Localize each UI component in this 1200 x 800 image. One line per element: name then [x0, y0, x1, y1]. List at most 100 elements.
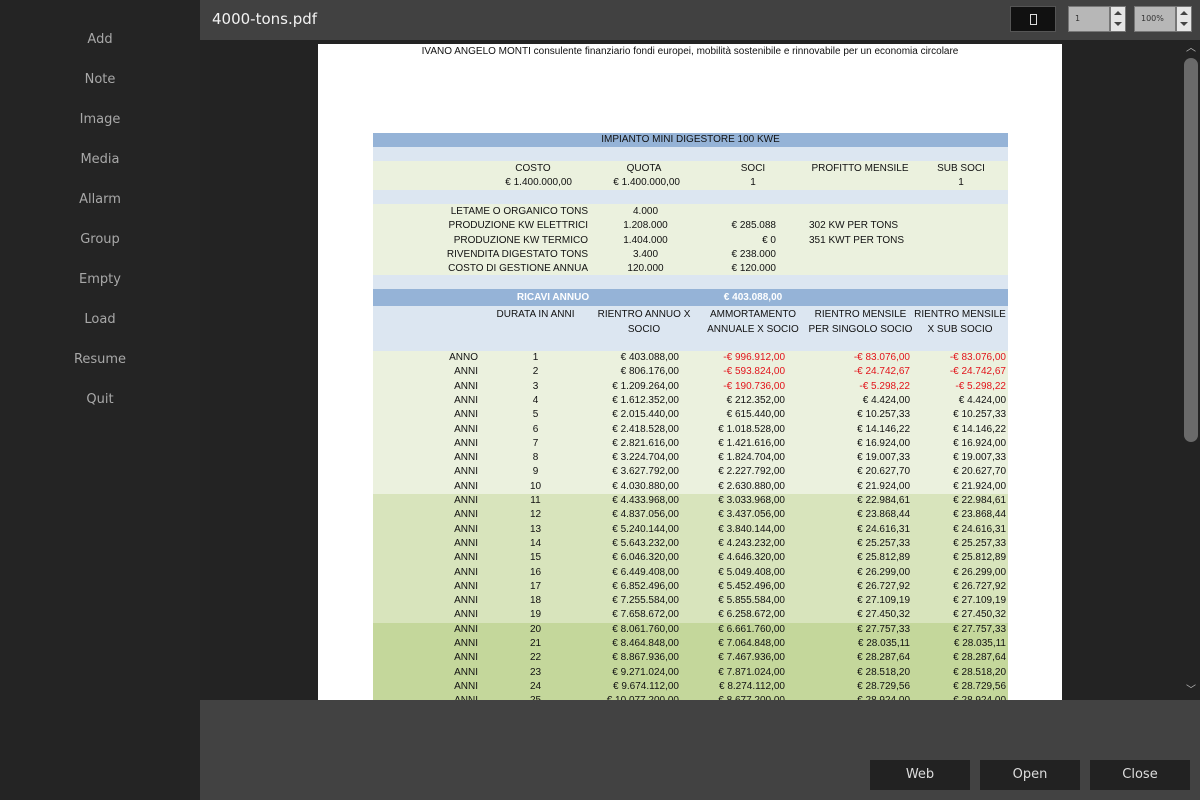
vertical-scrollbar[interactable]: ︿ ﹀: [1182, 40, 1200, 700]
row-ammortamento: € 7.064.848,00: [718, 638, 785, 649]
row-mensile: € 28.729,56: [857, 680, 910, 692]
row-ammortamento: € 7.871.024,00: [718, 666, 785, 678]
table-row: [373, 637, 1008, 652]
sidebar-item-group[interactable]: Group: [80, 232, 120, 247]
table-row: [373, 408, 1008, 423]
table-row: [373, 679, 1008, 695]
row-sub: € 14.146,22: [953, 423, 1006, 435]
row-label: ANNI: [454, 595, 478, 607]
row-year: 4: [532, 394, 539, 406]
header-mensile: RIENTRO MENSILE: [814, 309, 907, 320]
sidebar-item-add[interactable]: Add: [87, 32, 113, 47]
row-year: 7: [532, 437, 539, 449]
chevron-up-icon[interactable]: ︿: [1186, 43, 1196, 54]
row-mensile: -€ 5.298,22: [859, 380, 910, 392]
row-label: ANNI: [454, 423, 478, 435]
row-label: ANNI: [454, 452, 478, 464]
row-rientro: € 4.837.056,00: [612, 509, 679, 521]
table-row: [373, 508, 1008, 524]
production-value: € 0: [762, 234, 776, 246]
pdf-page: IVANO ANGELO MONTI consulente finanziari…: [318, 44, 1062, 700]
row-label: ANNI: [454, 638, 478, 649]
close-button[interactable]: Close: [1090, 760, 1190, 790]
sidebar-item-quit[interactable]: Quit: [86, 392, 114, 407]
sidebar-item-note[interactable]: Note: [84, 72, 116, 87]
row-rientro: € 7.658.672,00: [612, 609, 679, 621]
table-row: [373, 579, 1008, 595]
page-stepper[interactable]: [1110, 6, 1126, 32]
view-mode-button[interactable]: [1010, 6, 1056, 32]
row-year: 24: [529, 680, 542, 692]
header-mensile: PER SINGOLO SOCIO: [808, 324, 913, 335]
row-mensile: € 21.924,00: [857, 480, 910, 492]
row-mensile: € 10.257,33: [857, 409, 910, 421]
zoom-stepper[interactable]: [1176, 6, 1192, 32]
row-sub: € 28.287,64: [953, 652, 1006, 664]
row-ammortamento: € 2.227.792,00: [718, 466, 785, 478]
row-year: 17: [529, 580, 542, 592]
table-row: [373, 608, 1008, 624]
page-icon: [1030, 14, 1037, 25]
row-year: 16: [529, 566, 542, 578]
summary-value: € 1.400.000,00: [505, 177, 572, 188]
row-sub: € 22.984,61: [953, 495, 1006, 506]
row-rientro: € 8.464.848,00: [612, 638, 679, 649]
row-year: 1: [532, 352, 539, 363]
row-ammortamento: -€ 190.736,00: [723, 380, 785, 392]
row-label: ANNI: [454, 523, 478, 535]
row-rientro: € 8.867.936,00: [612, 652, 679, 664]
spacer-band: [373, 190, 1008, 204]
sidebar-item-image[interactable]: Image: [79, 112, 121, 127]
page-number-input[interactable]: 1: [1068, 6, 1110, 32]
sidebar-item-empty[interactable]: Empty: [79, 272, 121, 287]
row-ammortamento: € 8.274.112,00: [719, 680, 785, 692]
chevron-down-icon[interactable]: [1180, 22, 1188, 26]
sidebar-item-resume[interactable]: Resume: [73, 352, 127, 367]
chevron-up-icon[interactable]: [1114, 11, 1122, 15]
production-value: € 238.000: [731, 248, 777, 260]
row-year: 3: [532, 380, 539, 392]
row-sub: € 28.729,56: [953, 680, 1006, 692]
row-ammortamento: € 615.440,00: [726, 409, 785, 421]
chevron-down-icon[interactable]: ﹀: [1186, 685, 1196, 696]
row-mensile: € 26.727,92: [857, 580, 910, 592]
chevron-down-icon[interactable]: [1114, 22, 1122, 26]
pdf-viewer[interactable]: IVANO ANGELO MONTI consulente finanziari…: [200, 40, 1200, 700]
summary-header: PROFITTO MENSILE: [811, 163, 909, 174]
row-sub: € 16.924,00: [953, 437, 1006, 449]
row-rientro: € 9.674.112,00: [613, 680, 679, 692]
zoom-input[interactable]: 100%: [1134, 6, 1176, 32]
row-year: 18: [529, 595, 542, 607]
row-label: ANNI: [454, 394, 478, 406]
row-year: 14: [529, 537, 542, 549]
sidebar-item-load[interactable]: Load: [84, 312, 116, 327]
row-ammortamento: € 8.677.200,00: [685, 695, 785, 700]
chevron-up-icon[interactable]: [1180, 11, 1188, 15]
row-rientro: € 2.821.616,00: [612, 437, 679, 449]
row-mensile: € 19.007,33: [857, 452, 910, 464]
row-ammortamento: € 5.452.496,00: [718, 580, 785, 592]
row-ammortamento: € 2.630.880,00: [718, 480, 785, 492]
production-label: LETAME O ORGANICO TONS: [450, 206, 588, 217]
row-label: ANNI: [418, 695, 478, 700]
row-rientro: € 5.240.144,00: [612, 523, 679, 535]
row-mensile: € 22.984,61: [857, 495, 910, 506]
row-year: 22: [529, 652, 542, 664]
web-button[interactable]: Web: [870, 760, 970, 790]
row-label: ANNI: [454, 566, 478, 578]
summary-value: 1: [958, 177, 964, 188]
row-label: ANNI: [454, 380, 478, 392]
row-sub: € 4.424,00: [958, 394, 1006, 406]
open-button[interactable]: Open: [980, 760, 1080, 790]
header-sub: X SUB SOCIO: [927, 324, 993, 335]
scrollbar-thumb[interactable]: [1184, 58, 1198, 442]
row-ammortamento: € 1.824.704,00: [718, 452, 785, 464]
document-header-line: IVANO ANGELO MONTI consulente finanziari…: [421, 46, 959, 57]
row-sub: € 28.035,11: [953, 638, 1006, 649]
table-row: [373, 594, 1008, 609]
sidebar-item-allarm[interactable]: Allarm: [79, 192, 121, 207]
row-mensile: € 14.146,22: [857, 423, 910, 435]
row-mensile: € 23.868,44: [857, 509, 910, 521]
sidebar-item-media[interactable]: Media: [80, 152, 120, 167]
row-sub: € 26.299,00: [953, 566, 1006, 578]
